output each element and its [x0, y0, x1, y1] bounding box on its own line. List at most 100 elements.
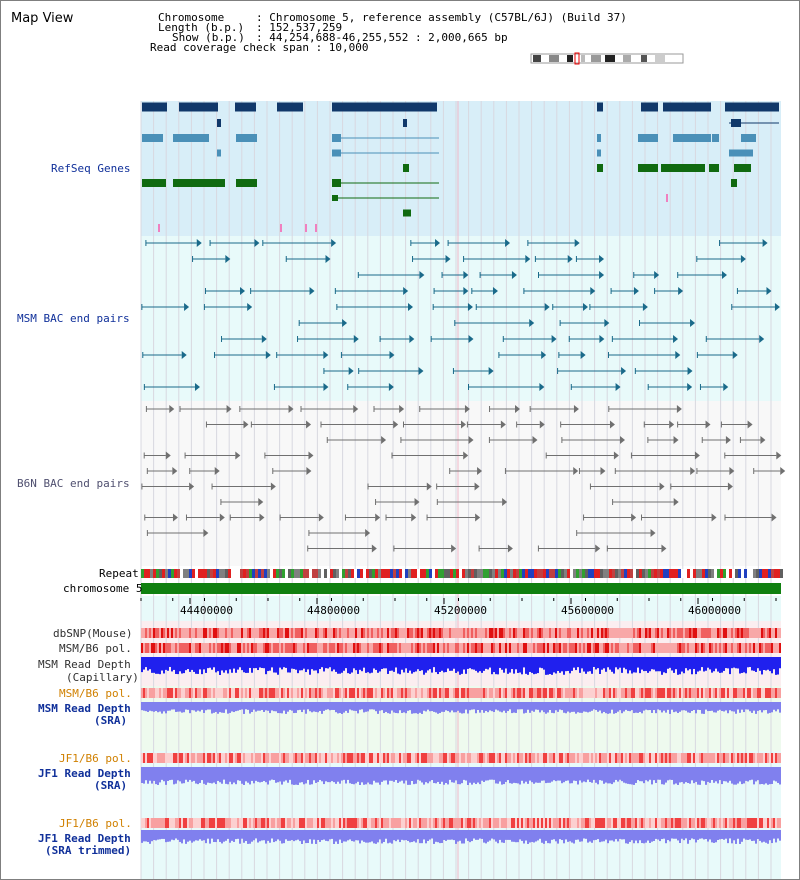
read-depth-bar — [207, 657, 209, 669]
gene-exon — [741, 134, 756, 142]
heat-strip-cell — [405, 818, 407, 828]
read-depth-bar — [717, 830, 719, 840]
read-depth-bar — [549, 830, 551, 844]
heat-strip-cell — [231, 818, 233, 828]
read-depth-bar — [395, 830, 397, 842]
heat-strip-cell — [759, 818, 761, 828]
read-depth-bar — [341, 702, 343, 714]
read-depth-bar — [419, 767, 421, 781]
read-depth-bar — [507, 830, 509, 840]
heat-strip-cell — [365, 818, 367, 828]
read-depth-bar — [431, 702, 433, 712]
repeat-block — [675, 569, 678, 578]
read-depth-bar — [675, 702, 677, 712]
heat-strip-cell — [343, 753, 345, 763]
heat-strip-cell — [447, 818, 449, 828]
heat-strip-cell — [699, 643, 701, 653]
heat-strip-cell — [681, 753, 683, 763]
read-depth-bar — [719, 830, 721, 840]
heat-strip-cell — [243, 688, 245, 698]
track-label-jf1-b6-pol-trimmed: JF1/B6 pol. — [59, 817, 132, 830]
repeat-block — [192, 569, 195, 578]
read-depth-bar — [737, 767, 739, 784]
heat-strip-cell — [667, 753, 669, 763]
heat-strip-cell — [497, 688, 499, 698]
read-depth-bar — [229, 830, 231, 843]
heat-strip-cell — [515, 818, 517, 828]
read-depth-bar — [649, 830, 651, 844]
heat-strip-cell — [147, 753, 149, 763]
heat-strip-cell — [165, 753, 167, 763]
heat-strip-cell — [359, 753, 361, 763]
heat-strip-cell — [159, 628, 161, 638]
read-depth-bar — [433, 830, 435, 844]
read-depth-bar — [203, 657, 205, 670]
bac-end-arrow — [732, 351, 738, 359]
heat-strip-cell — [507, 643, 509, 653]
heat-strip-cell — [227, 628, 229, 638]
heat-strip-cell — [257, 628, 259, 638]
bac-end-arrow — [467, 303, 473, 311]
heat-strip-cell — [559, 643, 561, 653]
read-depth-bar — [241, 767, 243, 784]
heat-strip-cell — [277, 628, 279, 638]
repeat-block — [633, 569, 636, 578]
repeat-block — [738, 569, 741, 578]
read-depth-bar — [661, 767, 663, 785]
heat-strip-cell — [629, 688, 631, 698]
heat-strip-cell — [299, 628, 301, 638]
repeat-block — [498, 569, 501, 578]
heat-strip-cell — [475, 688, 477, 698]
read-depth-bar — [171, 657, 173, 672]
read-depth-bar — [509, 830, 511, 840]
heat-strip-cell — [517, 818, 519, 828]
read-depth-bar — [365, 830, 367, 843]
read-depth-bar — [355, 657, 357, 671]
repeat-block — [207, 569, 210, 578]
heat-strip-cell — [575, 818, 577, 828]
read-depth-bar — [721, 702, 723, 712]
read-depth-bar — [147, 702, 149, 712]
heat-strip-cell — [765, 643, 767, 653]
read-depth-bar — [293, 767, 295, 785]
read-depth-bar — [381, 767, 383, 782]
repeat-block — [600, 569, 603, 578]
bac-end-arrow — [225, 255, 231, 263]
read-depth-bar — [637, 657, 639, 668]
read-depth-bar — [175, 702, 177, 712]
heat-strip-cell — [629, 628, 631, 638]
read-depth-bar — [667, 702, 669, 710]
repeat-block — [597, 569, 600, 578]
repeat-block — [141, 569, 144, 578]
read-depth-bar — [569, 657, 571, 674]
read-depth-bar — [299, 702, 301, 710]
heat-strip-cell — [503, 818, 505, 828]
read-depth-bar — [329, 657, 331, 668]
read-depth-bar — [745, 657, 747, 674]
repeat-block — [714, 569, 717, 578]
heat-strip-cell — [585, 753, 587, 763]
heat-strip-cell — [333, 818, 335, 828]
heat-strip-cell — [223, 688, 225, 698]
heat-strip-cell — [291, 818, 293, 828]
heat-strip-cell — [157, 628, 159, 638]
heat-strip-cell — [309, 688, 311, 698]
heat-strip-cell — [359, 818, 361, 828]
heat-strip-cell — [239, 753, 241, 763]
read-depth-bar — [445, 830, 447, 841]
repeat-block — [375, 569, 378, 578]
heat-strip-cell — [173, 628, 175, 638]
heat-strip-cell — [365, 688, 367, 698]
repeat-block — [357, 569, 360, 578]
read-depth-bar — [707, 767, 709, 782]
read-depth-bar — [593, 657, 595, 667]
heat-strip-cell — [637, 688, 639, 698]
heat-strip-cell — [589, 643, 591, 653]
repeat-block — [636, 569, 639, 578]
heat-strip-cell — [735, 818, 737, 828]
heat-strip-cell — [739, 753, 741, 763]
heat-strip-cell — [427, 753, 429, 763]
bac-end-arrow — [582, 303, 588, 311]
heat-strip-cell — [775, 688, 777, 698]
